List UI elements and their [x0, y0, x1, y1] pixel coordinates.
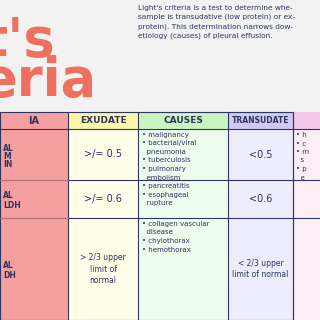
Bar	[0, 180, 68, 218]
Text: DH: DH	[3, 270, 16, 279]
Text: • malignancy
• bacterial/viral
  pneumonia
• tuberculosis
• pulmonary
  embolism: • malignancy • bacterial/viral pneumonia…	[142, 132, 196, 180]
Text: <0.5: <0.5	[249, 149, 272, 159]
Bar	[293, 129, 320, 180]
Bar	[68, 112, 138, 129]
Bar	[228, 129, 293, 180]
Text: AL: AL	[3, 261, 14, 270]
Text: > 2/3 upper
limit of
normal: > 2/3 upper limit of normal	[80, 253, 126, 285]
Text: >/= 0.5: >/= 0.5	[84, 149, 122, 159]
Text: TRANSUDATE: TRANSUDATE	[232, 116, 289, 125]
Bar	[293, 180, 320, 218]
Bar	[228, 218, 293, 320]
Bar	[0, 112, 68, 129]
Bar	[68, 180, 138, 218]
Text: LDH: LDH	[3, 201, 21, 210]
Bar	[68, 129, 138, 180]
Bar	[138, 112, 228, 129]
Bar	[228, 112, 293, 129]
Bar	[0, 112, 293, 320]
Bar	[293, 112, 320, 129]
Text: M: M	[3, 152, 11, 161]
Text: < 2/3 upper
limit of normal: < 2/3 upper limit of normal	[232, 259, 289, 279]
Text: <0.6: <0.6	[249, 194, 272, 204]
Text: IA: IA	[28, 116, 39, 125]
Text: • collagen vascular
  disease
• chylothorax
• hemothorax: • collagen vascular disease • chylothora…	[142, 221, 210, 252]
Text: CAUSES: CAUSES	[163, 116, 203, 125]
Text: >/= 0.6: >/= 0.6	[84, 194, 122, 204]
Text: IN: IN	[3, 160, 12, 169]
Bar	[138, 129, 228, 180]
Bar	[0, 218, 68, 320]
Text: AL: AL	[3, 191, 14, 201]
Bar	[138, 218, 228, 320]
Bar	[228, 180, 293, 218]
Text: EXUDATE: EXUDATE	[80, 116, 126, 125]
Bar	[293, 218, 320, 320]
Text: eria: eria	[0, 55, 97, 107]
Text: t's: t's	[0, 15, 55, 67]
Text: • pancreatitis
• esophageal
  rupture: • pancreatitis • esophageal rupture	[142, 183, 190, 206]
Text: • h
• c
• m
  s
• p
  e: • h • c • m s • p e	[296, 132, 309, 180]
Text: Light's criteria is a test to determine whe-
sample is transudative (low protein: Light's criteria is a test to determine …	[138, 5, 295, 39]
Bar	[0, 129, 68, 180]
Text: AL: AL	[3, 144, 14, 153]
Bar	[68, 218, 138, 320]
Bar	[138, 180, 228, 218]
